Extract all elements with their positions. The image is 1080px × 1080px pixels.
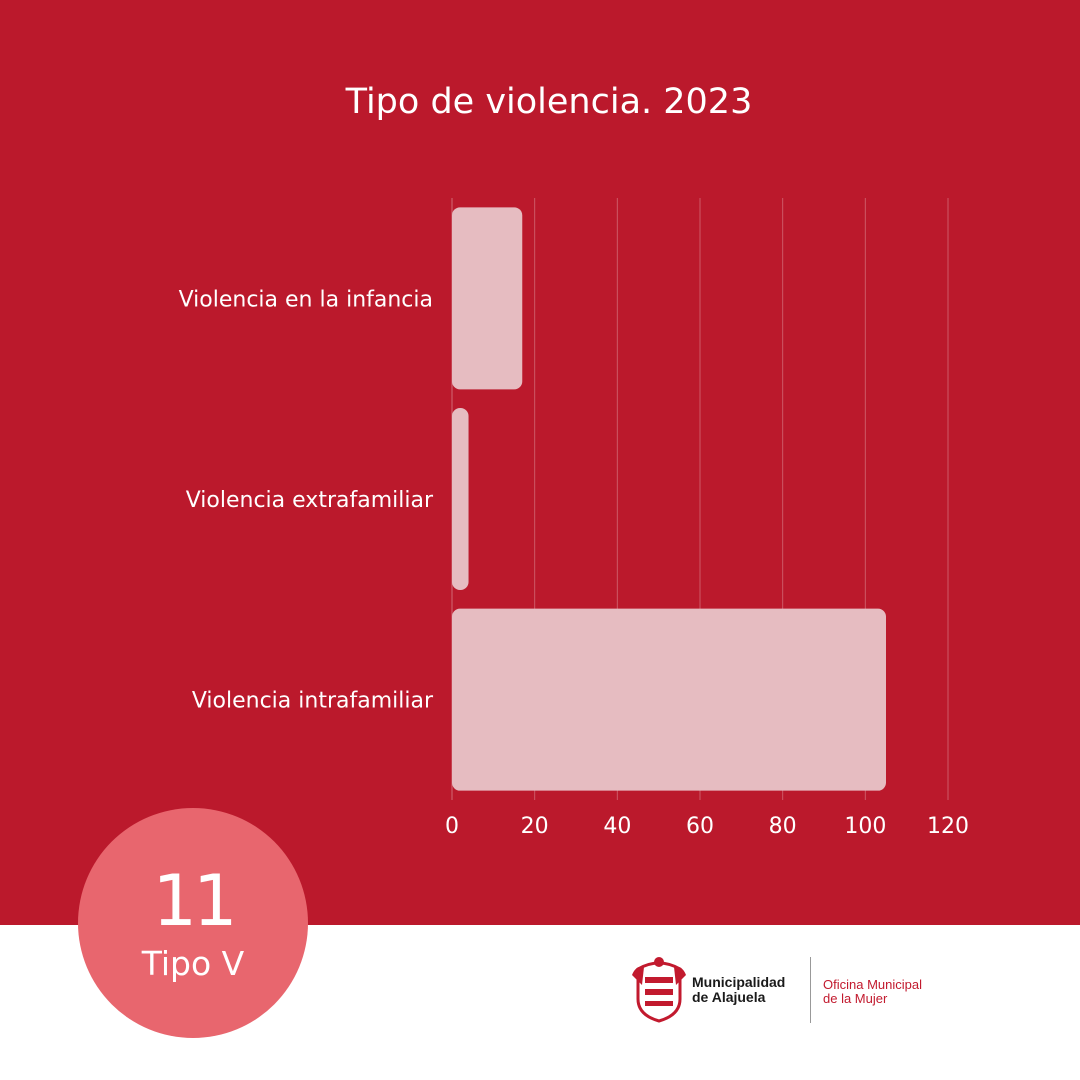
office-name: Oficina Municipal de la Mujer — [823, 978, 922, 1006]
x-tick-label: 40 — [603, 814, 631, 839]
org-name-line1: Municipalidad — [692, 974, 786, 990]
type-badge: 11 Tipo V — [78, 808, 308, 1038]
bar-chart: 0 20 40 60 80 100 120 Violencia en la infancia V… — [179, 198, 969, 839]
category-label: Violencia intrafamiliar — [192, 689, 434, 714]
badge-label: Tipo V — [141, 944, 245, 983]
chart-title: Tipo de violencia. 2023 — [345, 82, 753, 122]
x-tick-label: 100 — [844, 814, 886, 839]
bar — [452, 408, 469, 590]
category-label: Violencia extrafamiliar — [186, 488, 434, 513]
bar — [452, 608, 886, 791]
category-label: Violencia en la infancia — [179, 287, 433, 312]
x-tick-label: 60 — [686, 814, 714, 839]
x-tick-label: 80 — [769, 814, 797, 839]
x-tick-label: 0 — [445, 814, 459, 839]
logo-divider — [810, 957, 811, 1023]
org-name-line2: de Alajuela — [692, 989, 766, 1005]
municipal-logo: Municipalidad de Alajuela Oficina Munici… — [630, 955, 970, 1027]
x-tick-label: 120 — [927, 814, 969, 839]
office-name-line1: Oficina Municipal — [823, 977, 922, 992]
x-tick-label: 20 — [521, 814, 549, 839]
badge-number: 11 — [152, 860, 237, 942]
org-name: Municipalidad de Alajuela — [692, 975, 785, 1005]
bar — [452, 207, 523, 390]
coat-of-arms-icon — [632, 957, 686, 1023]
office-name-line2: de la Mujer — [823, 991, 888, 1006]
